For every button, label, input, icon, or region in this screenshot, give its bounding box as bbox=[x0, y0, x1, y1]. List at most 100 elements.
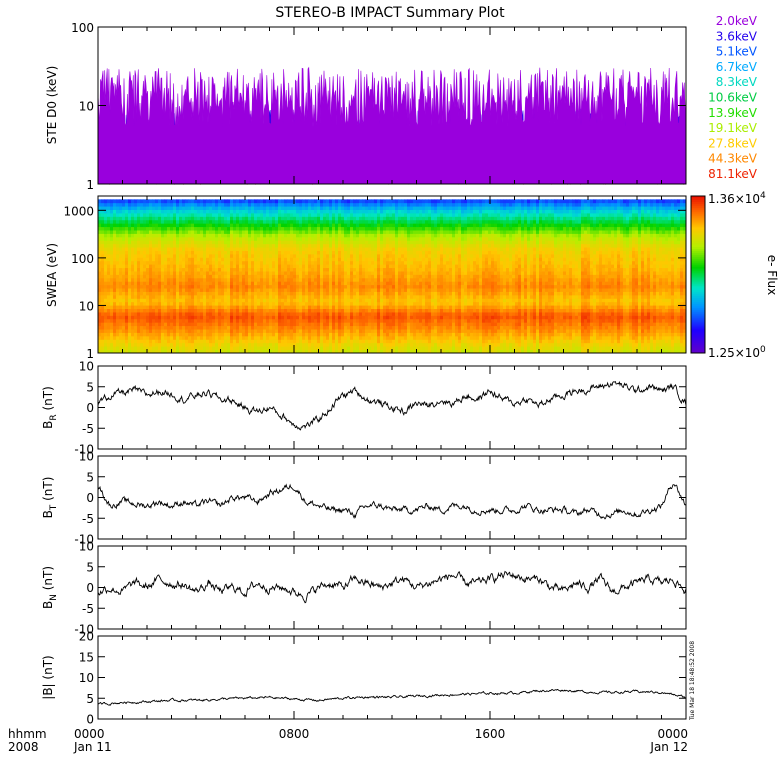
spectrogram-cell bbox=[212, 209, 216, 214]
spectrogram-cell bbox=[113, 301, 117, 306]
spectrogram-cell bbox=[116, 247, 120, 251]
spectrogram-cell bbox=[206, 230, 210, 234]
spectrogram-cell bbox=[155, 247, 159, 251]
spectrogram-cell bbox=[416, 260, 420, 265]
spectrogram-cell bbox=[353, 294, 357, 299]
spectrogram-cell bbox=[332, 274, 336, 279]
spectrogram-cell bbox=[224, 226, 228, 231]
spectrogram-cell bbox=[107, 260, 111, 265]
spectrogram-cell bbox=[179, 281, 183, 286]
spectrogram-cell bbox=[236, 312, 240, 316]
spectrogram-cell bbox=[329, 277, 333, 282]
spectrogram-cell bbox=[266, 329, 270, 333]
spectrogram-cell bbox=[137, 284, 141, 289]
spectrogram-cell bbox=[221, 294, 225, 299]
spectrogram-cell bbox=[305, 312, 309, 316]
spectrogram-cell bbox=[116, 223, 120, 228]
spectrogram-cell bbox=[224, 243, 228, 248]
spectrogram-cell bbox=[104, 260, 108, 265]
spectrogram-cell bbox=[275, 332, 279, 337]
spectrogram-cell bbox=[113, 342, 117, 347]
spectrogram-cell bbox=[170, 264, 174, 269]
spectrogram-cell bbox=[224, 346, 228, 350]
spectrogram-cell bbox=[266, 223, 270, 228]
spectrogram-cell bbox=[293, 312, 297, 316]
spectrogram-cell bbox=[101, 325, 105, 330]
spectrogram-cell bbox=[389, 288, 393, 292]
spectrogram-cell bbox=[329, 335, 333, 340]
spectrogram-cell bbox=[158, 250, 162, 255]
spectrogram-cell bbox=[338, 236, 342, 241]
spectrogram-cell bbox=[329, 298, 333, 303]
spectrogram-cell bbox=[293, 247, 297, 251]
spectrogram-cell bbox=[143, 329, 147, 333]
spectrogram-cell bbox=[188, 291, 192, 296]
spectrogram-cell bbox=[113, 308, 117, 313]
spectrogram-cell bbox=[266, 213, 270, 217]
spectrogram-cell bbox=[146, 291, 150, 296]
spectrogram-cell bbox=[335, 346, 339, 350]
spectrogram-cell bbox=[383, 294, 387, 299]
spectrogram-cell bbox=[191, 233, 195, 238]
spectrogram-cell bbox=[299, 271, 303, 275]
spectrogram-cell bbox=[272, 253, 276, 258]
spectrogram-cell bbox=[368, 267, 372, 272]
spectrogram-cell bbox=[239, 318, 243, 323]
spectrogram-cell bbox=[368, 247, 372, 251]
spectrogram-cell bbox=[218, 332, 222, 337]
spectrogram-cell bbox=[323, 230, 327, 234]
spectrogram-cell bbox=[338, 223, 342, 228]
spectrogram-cell bbox=[389, 240, 393, 245]
spectrogram-cell bbox=[368, 346, 372, 350]
spectrogram-cell bbox=[404, 250, 408, 255]
spectrogram-cell bbox=[332, 315, 336, 320]
spectrogram-cell bbox=[254, 301, 258, 306]
spectrogram-cell bbox=[101, 342, 105, 347]
spectrogram-cell bbox=[263, 312, 267, 316]
spectrogram-cell bbox=[320, 281, 324, 286]
spectrogram-cell bbox=[281, 216, 285, 221]
spectrogram-cell bbox=[413, 226, 417, 231]
spectrogram-cell bbox=[386, 260, 390, 265]
spectrogram-cell bbox=[161, 274, 165, 279]
spectrogram-cell bbox=[380, 294, 384, 299]
spectrogram-cell bbox=[149, 318, 153, 323]
spectrogram-cell bbox=[113, 199, 117, 204]
spectrogram-cell bbox=[182, 342, 186, 347]
spectrogram-cell bbox=[398, 257, 402, 262]
spectrogram-cell bbox=[164, 322, 168, 327]
spectrogram-cell bbox=[164, 346, 168, 350]
spectrogram-cell bbox=[188, 199, 192, 204]
spectrogram-cell bbox=[194, 233, 198, 238]
spectrogram-cell bbox=[362, 271, 366, 275]
spectrogram-cell bbox=[299, 216, 303, 221]
spectrogram-cell bbox=[149, 274, 153, 279]
spectrogram-cell bbox=[128, 332, 132, 337]
spectrogram-cell bbox=[113, 230, 117, 234]
spectrogram-cell bbox=[410, 257, 414, 262]
spectrogram-cell bbox=[404, 288, 408, 292]
spectrogram-cell bbox=[320, 294, 324, 299]
spectrogram-cell bbox=[362, 284, 366, 289]
spectrogram-cell bbox=[404, 284, 408, 289]
spectrogram-cell bbox=[173, 240, 177, 245]
spectrogram-cell bbox=[245, 322, 249, 327]
spectrogram-cell bbox=[401, 301, 405, 306]
spectrogram-cell bbox=[221, 219, 225, 224]
spectrogram-cell bbox=[317, 294, 321, 299]
spectrogram-cell bbox=[380, 243, 384, 248]
spectrogram-cell bbox=[386, 274, 390, 279]
spectrogram-cell bbox=[137, 213, 141, 217]
spectrogram-cell bbox=[374, 240, 378, 245]
spectrogram-cell bbox=[179, 329, 183, 333]
spectrogram-cell bbox=[173, 226, 177, 231]
spectrogram-cell bbox=[191, 335, 195, 340]
spectrogram-cell bbox=[320, 264, 324, 269]
spectrogram-cell bbox=[137, 219, 141, 224]
spectrogram-cell bbox=[173, 349, 177, 354]
spectrogram-cell bbox=[107, 236, 111, 241]
spectrogram-cell bbox=[242, 230, 246, 234]
spectrogram-cell bbox=[185, 202, 189, 207]
spectrogram-cell bbox=[374, 209, 378, 214]
spectrogram-cell bbox=[137, 223, 141, 228]
